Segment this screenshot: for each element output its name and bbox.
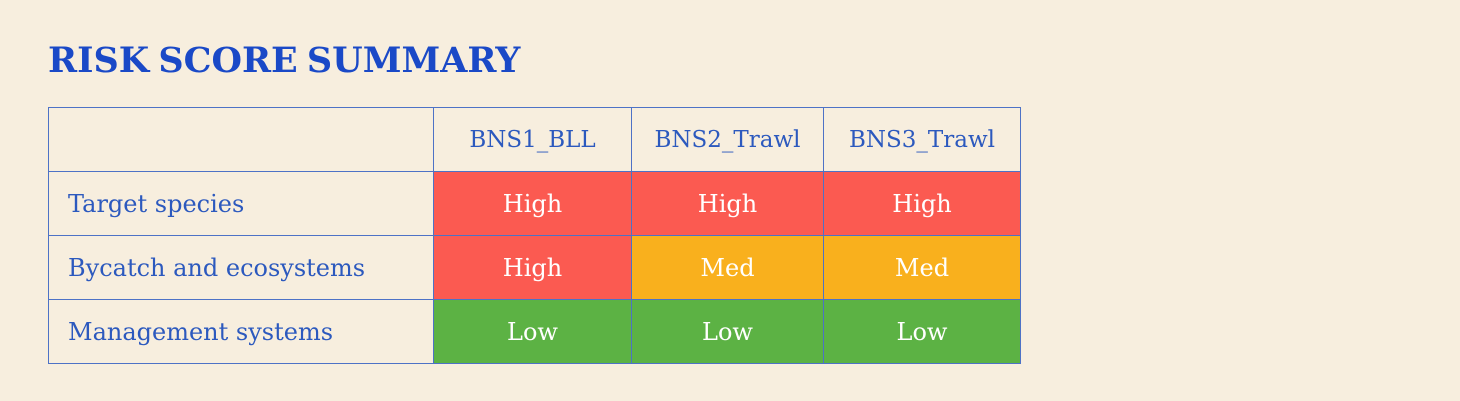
- column-header-bns1-bll: BNS1_BLL: [433, 107, 632, 172]
- corner-cell: [48, 107, 434, 172]
- column-header-bns2-trawl: BNS2_Trawl: [631, 107, 824, 172]
- score-cell: High: [823, 171, 1021, 236]
- score-cell: High: [433, 171, 632, 236]
- row-label-management-systems: Management systems: [48, 299, 434, 364]
- table-row-target-species: Target species High High High: [48, 171, 1021, 236]
- score-cell: Med: [631, 235, 824, 300]
- score-cell: High: [631, 171, 824, 236]
- score-cell: Low: [631, 299, 824, 364]
- score-cell: Low: [433, 299, 632, 364]
- score-cell: High: [433, 235, 632, 300]
- page-title: RISK SCORE SUMMARY: [48, 40, 521, 81]
- score-cell: Med: [823, 235, 1021, 300]
- table-row-management-systems: Management systems Low Low Low: [48, 299, 1021, 364]
- table-header-row: BNS1_BLL BNS2_Trawl BNS3_Trawl: [48, 107, 1021, 172]
- table-row-bycatch-ecosystems: Bycatch and ecosystems High Med Med: [48, 235, 1021, 300]
- row-label-bycatch-ecosystems: Bycatch and ecosystems: [48, 235, 434, 300]
- score-cell: Low: [823, 299, 1021, 364]
- row-label-target-species: Target species: [48, 171, 434, 236]
- column-header-bns3-trawl: BNS3_Trawl: [823, 107, 1021, 172]
- risk-score-table: BNS1_BLL BNS2_Trawl BNS3_Trawl Target sp…: [48, 107, 1021, 364]
